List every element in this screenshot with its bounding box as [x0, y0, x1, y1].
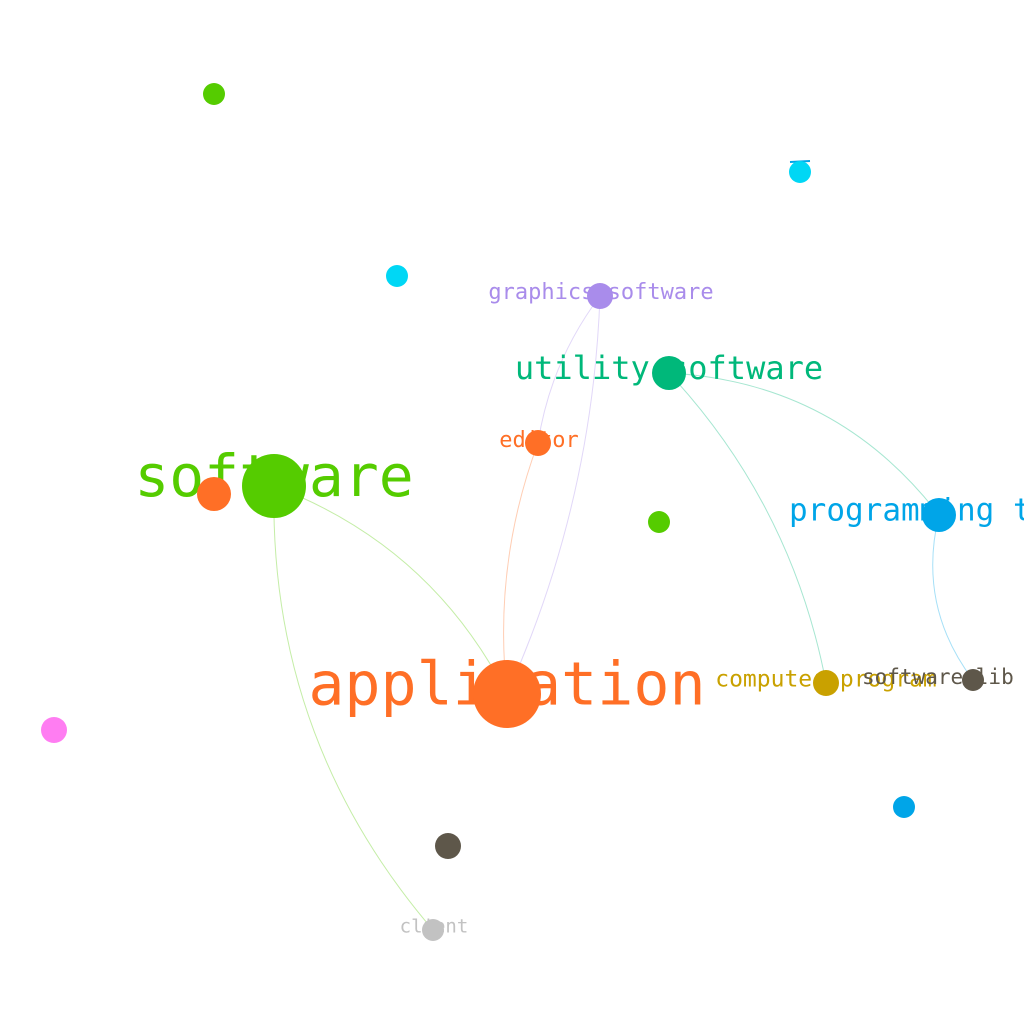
node-dot-green-top[interactable]	[203, 83, 225, 105]
node-dot-green-mid[interactable]	[648, 511, 670, 533]
node-programming-tool[interactable]	[922, 498, 956, 532]
edge-graphics-software-editor	[537, 295, 601, 444]
node-software[interactable]	[242, 454, 306, 518]
edge-utility-software-computer-program	[668, 372, 827, 684]
node-label-software-library: software lib	[862, 665, 1014, 689]
node-dot-brown[interactable]	[435, 833, 461, 859]
edge-software-client	[273, 485, 434, 931]
node-client[interactable]	[422, 919, 444, 941]
labels-layer: softwareapplicationutility softwaregraph…	[134, 160, 1024, 938]
nodes-layer	[41, 83, 984, 941]
edge-software-application	[273, 485, 508, 695]
edges-layer	[273, 295, 974, 931]
node-software-orange[interactable]	[197, 477, 231, 511]
edge-programming-tool-software-library	[932, 514, 974, 681]
node-computer-program[interactable]	[813, 670, 839, 696]
node-label-programming-tool: programming t	[789, 493, 1024, 529]
node-utility-software[interactable]	[652, 356, 686, 390]
node-dot-pink[interactable]	[41, 717, 67, 743]
node-dot-cyan-top[interactable]	[789, 161, 811, 183]
node-graphics-software[interactable]	[587, 283, 613, 309]
edge-graphics-software-application	[506, 295, 601, 695]
node-software-library[interactable]	[962, 669, 984, 691]
node-application[interactable]	[473, 660, 541, 728]
node-dot-cyan-mid[interactable]	[386, 265, 408, 287]
node-editor[interactable]	[525, 430, 551, 456]
node-dot-blue[interactable]	[893, 796, 915, 818]
edge-utility-software-programming-tool	[668, 372, 940, 516]
